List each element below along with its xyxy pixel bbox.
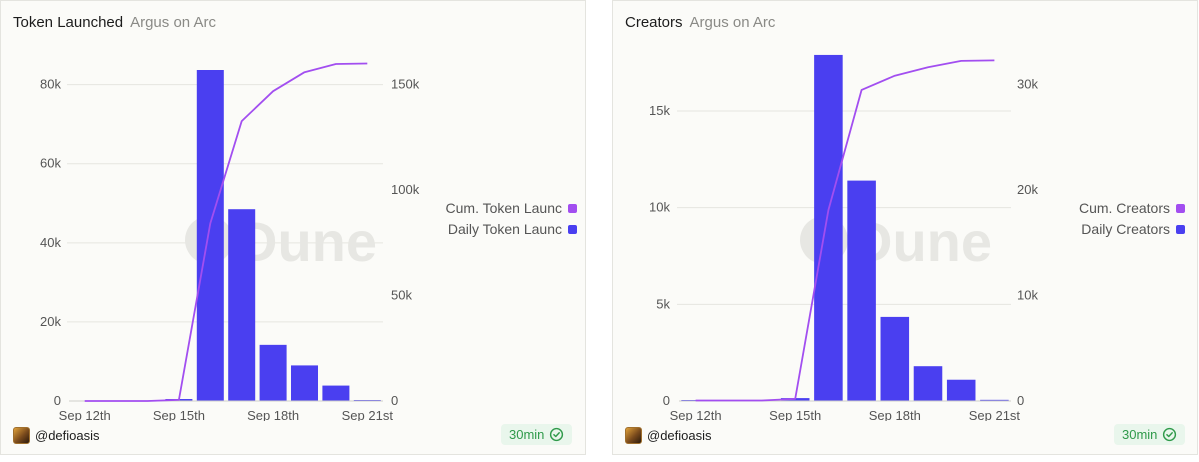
y-right-tick-label: 10k bbox=[1017, 288, 1038, 303]
legend-swatch bbox=[1176, 204, 1185, 213]
panel-subtitle: Argus on Arc bbox=[130, 14, 216, 31]
y-left-tick-label: 5k bbox=[656, 296, 670, 311]
legend-swatch bbox=[1176, 225, 1185, 234]
panel-header: Token Launched Argus on Arc bbox=[13, 14, 216, 32]
x-tick-label: Sep 18th bbox=[869, 408, 921, 421]
check-circle-icon bbox=[550, 427, 564, 442]
y-right-tick-label: 50k bbox=[391, 288, 412, 303]
author-link[interactable]: @defioasis bbox=[13, 427, 100, 444]
y-left-tick-label: 60k bbox=[40, 156, 61, 171]
y-left-tick-label: 20k bbox=[40, 314, 61, 329]
check-circle-icon bbox=[1163, 427, 1177, 442]
author-avatar bbox=[625, 427, 642, 444]
y-left-tick-label: 0 bbox=[663, 393, 670, 408]
bar bbox=[290, 365, 319, 401]
x-tick-label: Sep 12th bbox=[670, 408, 722, 421]
bar bbox=[913, 366, 943, 401]
y-left-tick-label: 0 bbox=[54, 393, 61, 408]
x-tick-label: Sep 12th bbox=[59, 408, 111, 421]
cumulative-line bbox=[695, 59, 995, 402]
panel-header: Creators Argus on Arc bbox=[625, 14, 775, 32]
refresh-badge[interactable]: 30min bbox=[1114, 424, 1186, 445]
panel-subtitle: Argus on Arc bbox=[689, 14, 776, 31]
legend-swatch bbox=[568, 225, 577, 234]
author-handle: @defioasis bbox=[35, 428, 100, 443]
y-left-tick-label: 15k bbox=[649, 103, 670, 118]
token-launched-chart[interactable]: 0 20k 40k 60k 80k 0 50k 100k 150k Dune Sep 12th Sep… bbox=[1, 1, 587, 421]
cumulative-line bbox=[84, 62, 368, 402]
panel-title: Token Launched bbox=[13, 14, 124, 31]
bar bbox=[228, 209, 256, 401]
author-avatar bbox=[13, 427, 30, 444]
x-tick-label: Sep 15th bbox=[153, 408, 205, 421]
bar bbox=[980, 399, 1009, 401]
bar bbox=[322, 385, 350, 401]
legend-swatch bbox=[568, 204, 577, 213]
chart-panel-token-launched: Token Launched Argus on Arc 0 20k 40k 60k 80k… bbox=[0, 0, 586, 455]
y-left-tick-label: 80k bbox=[40, 77, 61, 92]
y-right-tick-label: 30k bbox=[1017, 77, 1038, 92]
x-tick-label: Sep 15th bbox=[769, 408, 821, 421]
refresh-interval: 30min bbox=[509, 427, 545, 442]
bar bbox=[814, 54, 843, 401]
refresh-badge[interactable]: 30min bbox=[501, 424, 573, 445]
legend-label: Cum. Creators bbox=[1079, 200, 1170, 216]
chart-panel-creators: Creators Argus on Arc 0 5k 10k 15k 0 10k 20k 30k… bbox=[612, 0, 1198, 455]
legend-label: Daily Creators bbox=[1081, 221, 1170, 237]
x-tick-label: Sep 21st bbox=[969, 408, 1021, 421]
bar bbox=[259, 344, 287, 401]
y-right-tick-label: 100k bbox=[391, 182, 420, 197]
panel-title: Creators bbox=[625, 14, 683, 31]
bar bbox=[946, 379, 976, 401]
y-right-tick-label: 0 bbox=[1017, 393, 1024, 408]
x-tick-label: Sep 21st bbox=[342, 408, 394, 421]
y-right-tick-label: 150k bbox=[391, 77, 420, 92]
bar bbox=[880, 316, 910, 401]
y-right-tick-label: 20k bbox=[1017, 182, 1038, 197]
bar bbox=[196, 70, 224, 401]
dune-watermark-text: Dune bbox=[237, 210, 377, 273]
legend-label: Daily Token Launc bbox=[448, 221, 562, 237]
y-right-tick-label: 0 bbox=[391, 393, 398, 408]
y-left-tick-label: 40k bbox=[40, 235, 61, 250]
legend-label: Cum. Token Launc bbox=[446, 200, 562, 216]
author-link[interactable]: @defioasis bbox=[625, 427, 712, 444]
y-left-tick-label: 10k bbox=[649, 200, 670, 215]
refresh-interval: 30min bbox=[1122, 427, 1158, 442]
bar bbox=[847, 180, 876, 401]
author-handle: @defioasis bbox=[647, 428, 712, 443]
x-tick-label: Sep 18th bbox=[247, 408, 299, 421]
